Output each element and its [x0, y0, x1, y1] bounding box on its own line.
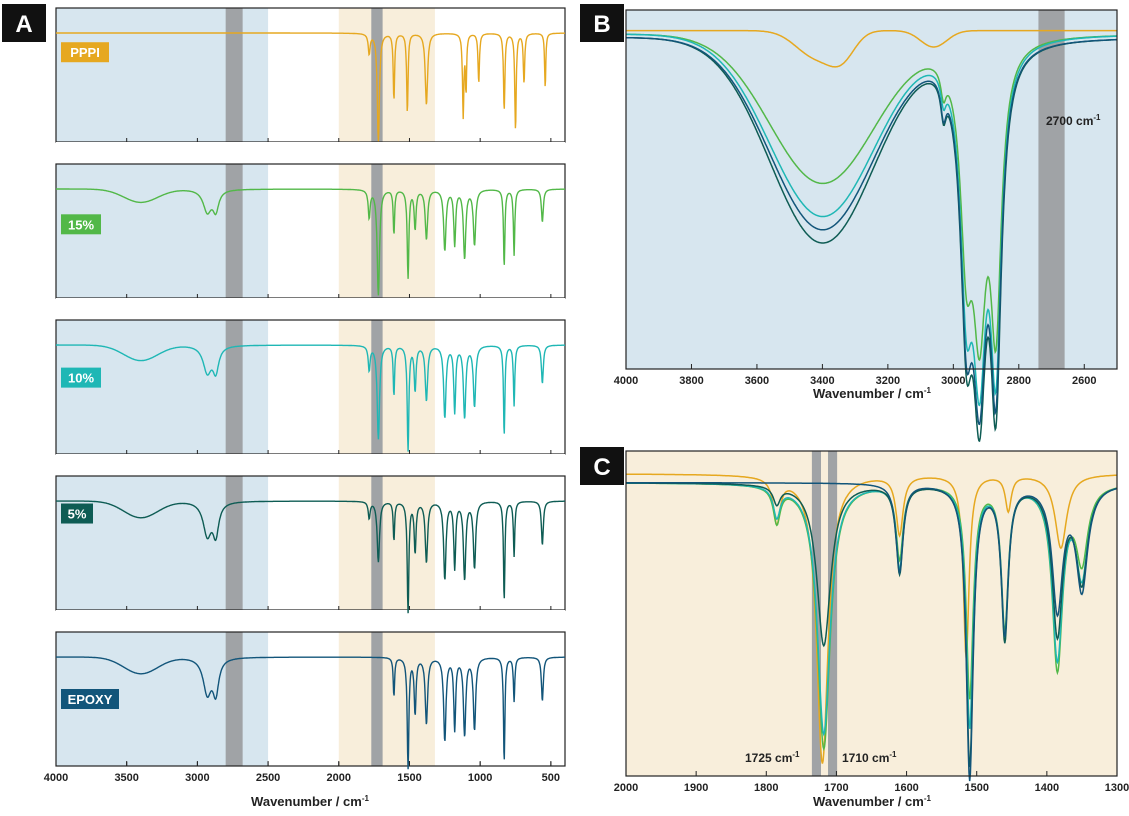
panel-b-xlabel: Wavenumber / cm-1 — [813, 386, 931, 401]
panel-b-shade-gray — [1038, 10, 1064, 369]
panel-a-subplot-gap — [56, 142, 565, 164]
panel-a-x-tick-label: 3500 — [114, 772, 138, 784]
panel-a-series-badge-label: 5% — [68, 507, 87, 522]
panel-b-x-tick-label: 2600 — [1072, 375, 1096, 387]
panel-a-series-badge-label: 15% — [68, 217, 94, 232]
panel-b-x-tick-label: 4000 — [614, 375, 638, 387]
panel-a-series-badge-label: PPPI — [70, 45, 100, 60]
panel-c-letter: C — [593, 454, 610, 481]
panel-c: 2000 1900 1800 1700 1600 1500 1400 1300 1725 cm… — [580, 447, 1129, 809]
panel-a-x-tick-label: 2500 — [256, 772, 280, 784]
panel-c-xlabel: Wavenumber / cm-1 — [813, 794, 931, 809]
panel-b-band-annotation: 2700 cm-1 — [1046, 113, 1101, 128]
panel-b-x-tick-label: 3800 — [679, 375, 703, 387]
panel-a-xlabel: Wavenumber / cm-1 — [251, 794, 369, 809]
panel-c-x-tick-label: 1800 — [754, 782, 778, 794]
panel-c-band-annotation-1710: 1710 cm-1 — [842, 750, 897, 765]
panel-c-x-tick-label: 1700 — [824, 782, 848, 794]
panel-a-subplot-gap — [56, 610, 565, 632]
panel-c-shaded-regions — [626, 451, 1117, 776]
panel-b-x-tick-label: 2800 — [1007, 375, 1031, 387]
panel-c-x-tick-label: 1500 — [964, 782, 988, 794]
panel-a: PPPI 15% 10% 5% EPOXY 4000 3500 3000 2500 2000 15… — [2, 4, 565, 809]
panel-c-band-annotation-1725: 1725 cm-1 — [745, 750, 800, 765]
panel-a-x-tick-label: 4000 — [44, 772, 68, 784]
panel-c-x-tick-label: 1300 — [1105, 782, 1129, 794]
panel-a-shade-gray — [226, 8, 243, 766]
panel-c-shade-beige — [626, 451, 1117, 776]
panel-b-x-tick-label: 3000 — [941, 375, 965, 387]
panel-a-series-badge-label: 10% — [68, 371, 94, 386]
panel-c-x-tick-label: 1400 — [1035, 782, 1059, 794]
panel-a-x-tick-label: 3000 — [185, 772, 209, 784]
panel-b-letter: B — [593, 11, 610, 38]
panel-a-x-tick-label: 1500 — [397, 772, 421, 784]
panel-a-letter: A — [15, 11, 32, 38]
panel-b-x-tick-label: 3600 — [745, 375, 769, 387]
panel-a-x-tick-label: 500 — [542, 772, 560, 784]
panel-b-shaded-regions — [626, 10, 1117, 369]
panel-a-subplot-gap — [56, 298, 565, 320]
panel-c-x-tick-label: 2000 — [614, 782, 638, 794]
panel-a-x-tick-label: 1000 — [468, 772, 492, 784]
panel-a-x-tick-label: 2000 — [327, 772, 351, 784]
panel-c-x-tick-label: 1600 — [894, 782, 918, 794]
panel-a-shade-beige — [339, 8, 435, 766]
panel-a-series-badge-label: EPOXY — [68, 692, 113, 707]
panel-b: 4000 3800 3600 3400 3200 3000 2800 2600 2700 cm… — [580, 4, 1117, 441]
panel-a-subplot-gap — [56, 454, 565, 476]
panel-c-x-tick-label: 1900 — [684, 782, 708, 794]
